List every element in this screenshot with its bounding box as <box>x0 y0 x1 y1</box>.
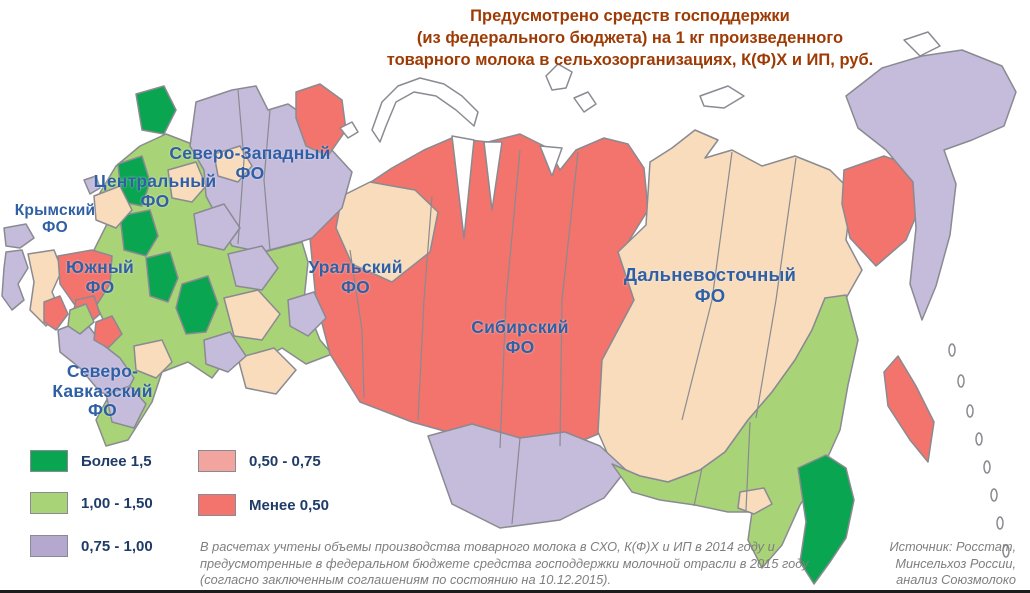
inner-border <box>681 151 733 421</box>
inner-border <box>237 89 245 245</box>
region-caucasus-red-2 <box>43 295 69 331</box>
region-primorye <box>797 454 855 585</box>
region-kuril-island <box>948 343 956 357</box>
legend-item-1-00-1-50: 1,00 - 1,50 <box>30 492 153 514</box>
legend-swatch-1-00-1-50 <box>30 492 68 514</box>
inner-border <box>417 195 433 421</box>
region-mosaic-lavender <box>287 291 327 337</box>
region-kuril-island <box>990 488 998 502</box>
inner-border <box>499 149 521 449</box>
district-label-krymsky: Крымский ФО <box>14 202 96 237</box>
source-note: Источник: Росстат, Минсельхоз России, ан… <box>889 539 1016 588</box>
region-yuzhny-red <box>57 249 113 307</box>
region-murmansk <box>295 83 347 157</box>
inner-border <box>745 421 751 511</box>
region-mosaic-lavender <box>203 331 247 373</box>
region-vaygach-island <box>339 121 359 139</box>
region-amur-khabarovsk <box>611 294 859 569</box>
district-label-sibirsky: Сибирский ФО <box>471 317 569 357</box>
region-novaya-zemlya-island <box>371 77 479 143</box>
district-label-severo-kavkazsky: Северо- Кавказский ФО <box>52 361 153 421</box>
legend-label: 0,50 - 0,75 <box>249 452 321 470</box>
bottom-rule <box>0 590 1030 593</box>
region-caucasus-red <box>93 315 123 349</box>
footnote: В расчетах учтены объемы производства то… <box>200 539 809 588</box>
region-crimea <box>3 223 35 249</box>
region-taz-bay <box>483 141 503 211</box>
inner-border <box>693 467 703 507</box>
region-kuril-island <box>966 404 974 418</box>
region-kuril-island <box>975 432 983 446</box>
region-kuril-island <box>983 460 991 474</box>
region-mosaic-peach <box>237 347 297 395</box>
legend-swatch-0-50-0-75 <box>198 450 236 472</box>
legend-item-0-50-0-75: 0,50 - 0,75 <box>198 450 321 472</box>
region-dagestan <box>105 385 147 429</box>
region-central-dark-green <box>175 275 219 335</box>
region-mosaic-peach <box>167 161 207 203</box>
region-mosaic-lavender <box>227 245 279 291</box>
region-khatanga-bay <box>539 145 563 177</box>
region-central-dark-green <box>145 251 179 303</box>
legend-label: 1,00 - 1,50 <box>81 494 153 512</box>
region-mosaic-peach <box>93 185 133 229</box>
region-chukotka-kamchatka <box>845 49 1017 321</box>
region-sakhalin <box>883 355 935 463</box>
district-label-severo-zapadny: Северо-Западный ФО <box>169 143 331 183</box>
inner-border <box>349 249 365 399</box>
legend-label: Более 1,5 <box>81 452 152 470</box>
district-label-dalnevostochny: Дальневосточный ФО <box>623 264 797 306</box>
legend-item-less-0-50: Менее 0,50 <box>198 494 329 516</box>
district-label-centralny: Центральный ФО <box>93 171 217 211</box>
region-mosaic-peach <box>133 339 173 379</box>
district-label-uralsky: Уральский ФО <box>308 257 403 297</box>
region-mosaic-peach <box>223 289 281 341</box>
region-caucasus-green <box>67 303 95 335</box>
district-label-yuzhny: Южный ФО <box>66 257 134 297</box>
region-ob-bay <box>451 135 475 239</box>
legend-swatch-less-0-50 <box>198 494 236 516</box>
region-kuril-island <box>1002 544 1010 558</box>
region-tyva-altai <box>427 423 627 529</box>
region-kuril-island <box>957 374 965 388</box>
region-mosaic-lavender <box>193 203 241 251</box>
region-crimea-south <box>1 249 29 311</box>
region-severnaya-zemlya-island-2 <box>573 91 597 113</box>
inner-border <box>511 437 521 525</box>
legend-label: Менее 0,50 <box>249 496 329 514</box>
region-wrangel-island <box>903 31 941 57</box>
region-central-dark-green <box>135 85 177 135</box>
inner-border <box>755 157 797 419</box>
region-kuril-island <box>996 516 1004 530</box>
legend-label: 0,75 - 1,00 <box>81 537 153 555</box>
region-new-siberian-islands <box>699 85 745 109</box>
region-central-dark-green <box>119 209 159 257</box>
inner-border <box>559 151 579 447</box>
region-severnaya-zemlya-island <box>545 63 573 91</box>
legend-item-more-1-5: Более 1,5 <box>30 450 152 472</box>
map-title: Предусмотрено средств господдержки (из ф… <box>386 7 874 69</box>
legend-item-0-75-1-00: 0,75 - 1,00 <box>30 535 153 557</box>
region-komi <box>335 181 439 283</box>
legend-swatch-0-75-1-00 <box>30 535 68 557</box>
legend-swatch-more-1-5 <box>30 450 68 472</box>
region-kaliningrad <box>83 175 101 195</box>
inner-border <box>263 109 271 251</box>
